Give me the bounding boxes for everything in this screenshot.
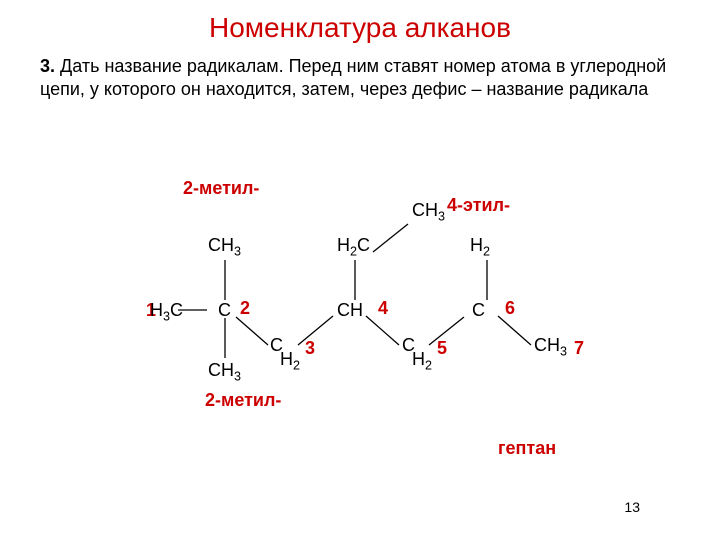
carbon-number-3: 3 (305, 338, 315, 359)
atom-c6: C (472, 300, 485, 321)
molecule-diagram (0, 0, 720, 540)
atom-methyl-down: CH3 (208, 360, 241, 384)
label-2-methyl-bottom: 2-метил- (205, 390, 281, 411)
atom-c7: CH3 (534, 335, 567, 359)
atom-c2: C (218, 300, 231, 321)
label-base-name: гептан (498, 438, 556, 459)
carbon-number-4: 4 (378, 298, 388, 319)
atom-c5h: H2 (412, 349, 432, 373)
carbon-number-7: 7 (574, 338, 584, 359)
atom-c3h: H2 (280, 349, 300, 373)
label-4-ethyl: 4-этил- (447, 195, 510, 216)
carbon-number-2: 2 (240, 298, 250, 319)
atom-c6h: H2 (470, 235, 490, 259)
page-number: 13 (624, 499, 640, 515)
carbon-number-6: 6 (505, 298, 515, 319)
atom-c4: CH (337, 300, 363, 321)
atom-ethyl-ch3: CH3 (412, 200, 445, 224)
carbon-number-5: 5 (437, 338, 447, 359)
atom-c1: H3C (150, 300, 183, 324)
atom-methyl-up: CH3 (208, 235, 241, 259)
label-2-methyl-top: 2-метил- (183, 178, 259, 199)
atom-ethyl-ch2: H2C (337, 235, 370, 259)
